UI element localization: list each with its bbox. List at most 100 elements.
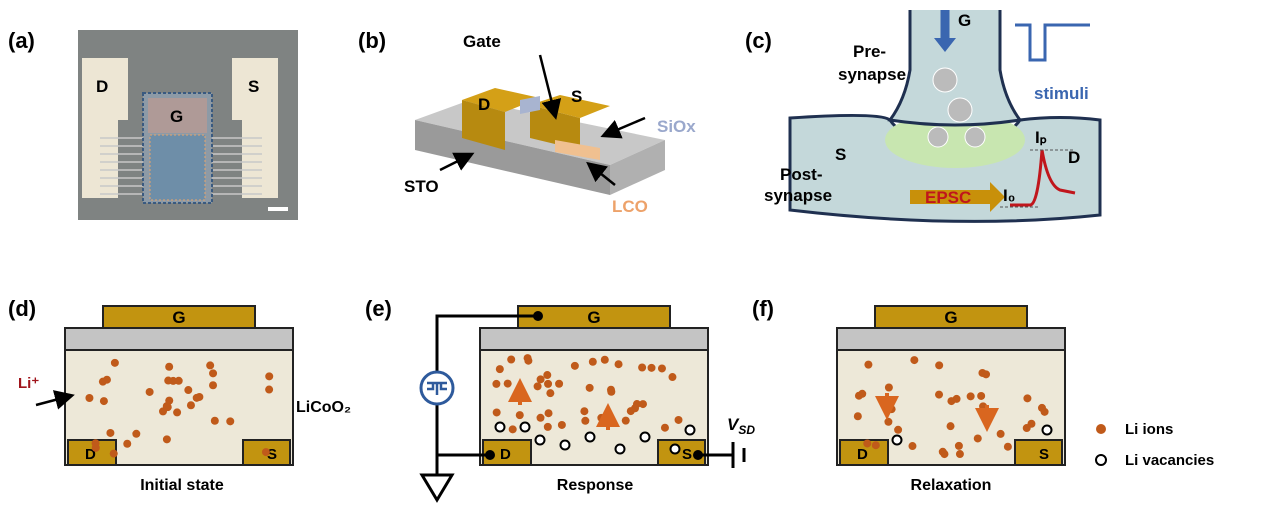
li-ion bbox=[622, 417, 630, 425]
li-ion bbox=[615, 360, 623, 368]
label-pre: Pre- bbox=[853, 42, 886, 61]
label-d: D bbox=[96, 77, 108, 96]
li-ion bbox=[1038, 404, 1046, 412]
li-ion bbox=[165, 363, 173, 371]
li-ion bbox=[265, 386, 273, 394]
label-g: G bbox=[170, 107, 183, 126]
li-ion bbox=[997, 430, 1005, 438]
label-d: D bbox=[1068, 148, 1080, 167]
li-ion bbox=[648, 364, 656, 372]
li-ion bbox=[132, 430, 140, 438]
label-post: synapse bbox=[764, 186, 832, 205]
label-vsd: VSD bbox=[727, 415, 755, 437]
label-epsc: EPSC bbox=[925, 188, 971, 207]
li-ion bbox=[982, 370, 990, 378]
li-vacancy bbox=[641, 433, 650, 442]
li-vacancy bbox=[616, 445, 625, 454]
li-ion bbox=[209, 381, 217, 389]
label-g: G bbox=[958, 11, 971, 30]
li-ion bbox=[580, 407, 588, 415]
li-ion bbox=[496, 365, 504, 373]
li-vacancy bbox=[671, 445, 680, 454]
li-ion bbox=[187, 401, 195, 409]
li-ion bbox=[864, 361, 872, 369]
caption: Initial state bbox=[140, 477, 224, 494]
li-ion bbox=[908, 442, 916, 450]
li-ion bbox=[910, 356, 918, 364]
oxide-layer bbox=[837, 328, 1065, 350]
label-ip: Iₚ bbox=[1035, 128, 1047, 147]
li-ion bbox=[545, 409, 553, 417]
li-ion bbox=[661, 424, 669, 432]
li-ion bbox=[209, 369, 217, 377]
oxide-layer bbox=[480, 328, 708, 350]
li-vacancy bbox=[1043, 426, 1052, 435]
label-siox: SiOx bbox=[657, 117, 696, 136]
li-ion bbox=[1023, 424, 1031, 432]
li-ion bbox=[100, 397, 108, 405]
li-ion bbox=[543, 371, 551, 379]
panel-label: (a) bbox=[8, 28, 35, 53]
li-ion bbox=[571, 362, 579, 370]
device bbox=[837, 306, 1065, 465]
li-ion bbox=[955, 442, 963, 450]
scale-bar bbox=[268, 207, 288, 211]
figure: (a) D G S (b) Gate S D SiOx STO LCO (c) … bbox=[0, 0, 1264, 508]
li-ion bbox=[658, 364, 666, 372]
li-ion bbox=[92, 444, 100, 452]
legend: Li ions Li vacancies bbox=[1096, 421, 1214, 469]
li-ion bbox=[111, 359, 119, 367]
li-vacancy bbox=[561, 441, 570, 450]
li-vacancy bbox=[586, 433, 595, 442]
panel-label: (c) bbox=[745, 28, 772, 53]
caption: Response bbox=[557, 477, 634, 494]
legend-vacancies: Li vacancies bbox=[1125, 452, 1214, 469]
li-ion bbox=[544, 423, 552, 431]
panel-c: (c) G stimuli Pre- synapse S D Post- syn… bbox=[745, 10, 1100, 221]
li-ion bbox=[947, 422, 955, 430]
li-ion bbox=[854, 412, 862, 420]
li-ion bbox=[262, 448, 270, 456]
label-g: G bbox=[944, 308, 957, 327]
li-ion bbox=[675, 416, 683, 424]
label-s: S bbox=[835, 145, 846, 164]
label-s: S bbox=[1039, 446, 1049, 463]
label-material: LiCoO₂ bbox=[296, 399, 351, 416]
device bbox=[65, 306, 293, 465]
li-ion bbox=[581, 417, 589, 425]
li-ion bbox=[509, 425, 517, 433]
li-ion bbox=[537, 414, 545, 422]
caption: Relaxation bbox=[911, 477, 992, 494]
li-ion bbox=[534, 382, 542, 390]
li-ion bbox=[537, 375, 545, 383]
li-ion bbox=[894, 426, 902, 434]
li-ion bbox=[123, 440, 131, 448]
li-ion bbox=[601, 356, 609, 364]
li-ion bbox=[607, 388, 615, 396]
li-ion bbox=[546, 389, 554, 397]
li-vacancy bbox=[536, 436, 545, 445]
label-pre: synapse bbox=[838, 65, 906, 84]
panel-label: (b) bbox=[358, 28, 386, 53]
li-ion bbox=[146, 388, 154, 396]
label-i0: I₀ bbox=[1003, 186, 1015, 205]
li-ion bbox=[516, 411, 524, 419]
label-li: Li⁺ bbox=[18, 375, 39, 392]
label-sto: STO bbox=[404, 177, 439, 196]
li-ion bbox=[863, 439, 871, 447]
li-ion bbox=[103, 376, 111, 384]
li-ion bbox=[668, 373, 676, 381]
li-ion bbox=[211, 417, 219, 425]
vsd-sub: SD bbox=[738, 423, 755, 437]
li-ion bbox=[184, 386, 192, 394]
legend-ion bbox=[1096, 424, 1106, 434]
li-ion bbox=[173, 408, 181, 416]
li-ion bbox=[586, 384, 594, 392]
label-post: Post- bbox=[780, 165, 823, 184]
label-d: D bbox=[478, 95, 490, 114]
li-ion bbox=[206, 361, 214, 369]
li-ion bbox=[956, 450, 964, 458]
li-ion bbox=[524, 354, 532, 362]
